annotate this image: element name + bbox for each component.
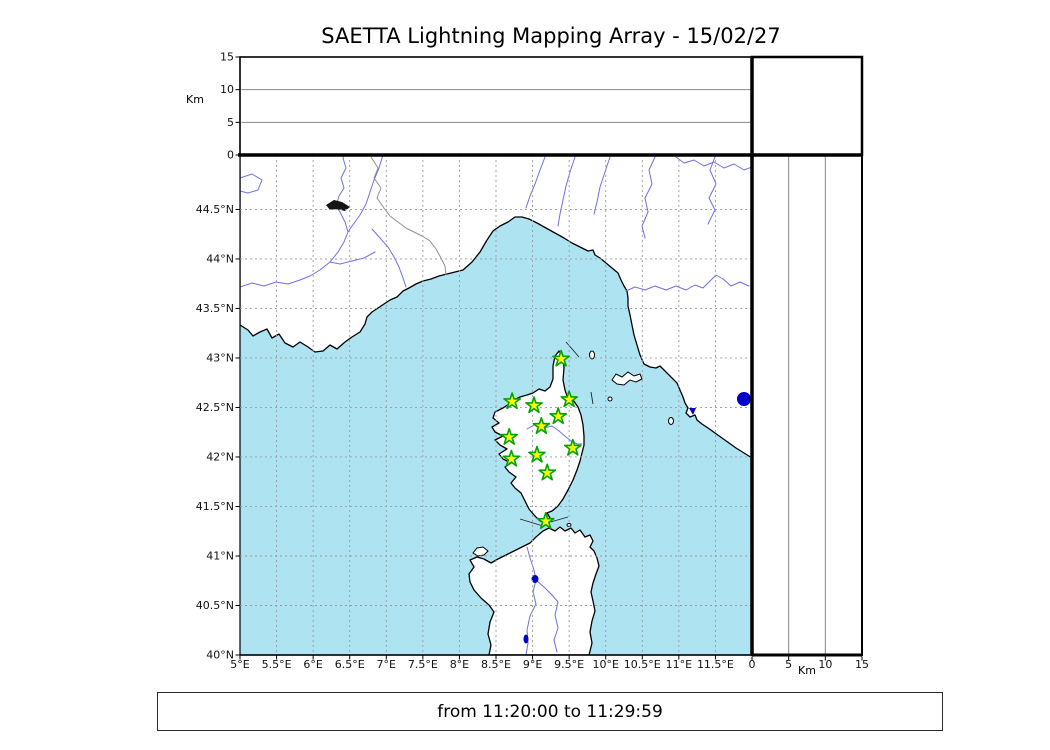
- lma-station-marker: [503, 392, 521, 410]
- lon-tick-label: 8.5°E: [481, 658, 511, 671]
- river: [240, 205, 349, 288]
- lon-tick-label: 6.5°E: [335, 658, 365, 671]
- country-border: [370, 156, 447, 276]
- pianosa-island: [607, 396, 613, 402]
- asinara-island: [472, 546, 489, 557]
- river: [535, 579, 559, 653]
- lon-tick-label: 8°E: [450, 658, 469, 671]
- top-km-tick-label: 15: [220, 51, 234, 64]
- top-panel-box: [239, 56, 753, 156]
- river: [675, 156, 752, 171]
- top-panel-unit-label: Km: [186, 93, 204, 106]
- lma-station-marker: [536, 511, 555, 529]
- strait-line: [519, 518, 544, 527]
- lon-tick-label: 9°E: [523, 658, 542, 671]
- sardinia-island: [468, 526, 600, 655]
- lake-coghinas: [531, 575, 539, 583]
- top-km-tick-label: 0: [227, 149, 234, 162]
- lon-tick-label: 11.5°E: [697, 658, 734, 671]
- lat-tick-label: 44°N: [206, 252, 234, 265]
- lma-station-marker: [532, 417, 551, 434]
- strait-line: [565, 341, 580, 358]
- lat-tick-label: 41.5°N: [196, 500, 234, 513]
- time-range-text: from 11:20:00 to 11:29:59: [437, 701, 663, 722]
- lat-tick-label: 40.5°N: [196, 599, 234, 612]
- lon-tick-label: 5°E: [230, 658, 249, 671]
- top-km-tick-label: 10: [220, 83, 234, 96]
- lat-tick-label: 41°N: [206, 549, 234, 562]
- river: [525, 156, 546, 209]
- lon-tick-label: 9.5°E: [554, 658, 584, 671]
- right-panel-unit-label: Km: [798, 664, 816, 677]
- lma-station-marker: [549, 407, 568, 425]
- lat-tick-label: 43.5°N: [196, 302, 234, 315]
- time-range-box: from 11:20:00 to 11:29:59: [157, 692, 943, 731]
- mainland-coast: [240, 155, 752, 459]
- lma-station-marker: [552, 349, 570, 367]
- lon-tick-label: 7.5°E: [408, 658, 438, 671]
- right-km-tick-label: 15: [855, 658, 869, 671]
- lon-tick-label: 11°E: [666, 658, 692, 671]
- river: [707, 156, 717, 225]
- lat-tick-label: 40°N: [206, 649, 234, 662]
- lon-tick-label: 10.5°E: [624, 658, 661, 671]
- right-km-tick-label: 10: [818, 658, 832, 671]
- lat-tick-label: 42°N: [206, 450, 234, 463]
- river: [240, 173, 263, 194]
- lon-tick-label: 6°E: [303, 658, 322, 671]
- orbetello-lagoon: [689, 408, 696, 415]
- rivers-group: [240, 155, 752, 655]
- lat-tick-label: 44.5°N: [196, 203, 234, 216]
- lake-serre-poncon: [326, 200, 350, 211]
- lake-omodeo: [523, 634, 529, 644]
- river: [347, 155, 384, 233]
- river: [335, 155, 347, 207]
- lma-station-marker: [502, 449, 521, 467]
- right-km-tick-label: 5: [785, 658, 792, 671]
- river: [371, 228, 407, 288]
- lon-tick-label: 10°E: [592, 658, 618, 671]
- page-title: SAETTA Lightning Mapping Array - 15/02/2…: [321, 24, 781, 48]
- capraia-island: [589, 350, 595, 360]
- lma-station-marker: [528, 445, 546, 463]
- top-km-tick-label: 5: [227, 116, 234, 129]
- lma-station-marker: [563, 438, 582, 456]
- lma-station-marker: [525, 396, 543, 414]
- lma-station-marker: [538, 463, 557, 481]
- giglio-island: [668, 417, 674, 425]
- strait-line: [590, 391, 594, 405]
- lat-tick-label: 43°N: [206, 351, 234, 364]
- map-geography: [240, 155, 752, 655]
- river: [557, 156, 576, 227]
- right-km-tick-label: 0: [749, 658, 756, 671]
- river: [593, 156, 611, 215]
- lake-bolsena: [737, 392, 751, 406]
- river: [329, 251, 376, 265]
- elba-island: [611, 371, 643, 386]
- corner-box: [750, 55, 864, 157]
- river: [625, 274, 750, 292]
- lma-station-marker: [560, 390, 578, 408]
- lon-tick-label: 5.5°E: [262, 658, 292, 671]
- right-panel-box: [751, 154, 863, 656]
- lat-tick-label: 42.5°N: [196, 401, 234, 414]
- lon-tick-label: 7°E: [377, 658, 396, 671]
- lma-station-marker: [500, 427, 518, 445]
